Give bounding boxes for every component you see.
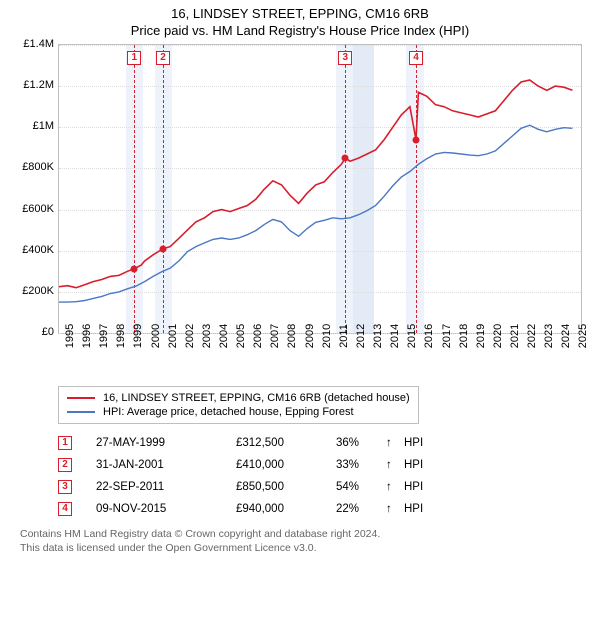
arrow-up-icon: ↑ [386, 459, 404, 471]
row-price: £850,500 [236, 481, 336, 493]
table-row: 1 27-MAY-1999£312,50036%↑HPI [58, 432, 590, 454]
legend-item: HPI: Average price, detached house, Eppi… [67, 405, 410, 419]
y-tick-label: £1.2M [23, 79, 54, 91]
table-row: 3 22-SEP-2011£850,50054%↑HPI [58, 476, 590, 498]
table-row: 4 09-NOV-2015£940,00022%↑HPI [58, 498, 590, 520]
legend: 16, LINDSEY STREET, EPPING, CM16 6RB (de… [58, 386, 419, 424]
row-price: £410,000 [236, 459, 336, 471]
arrow-up-icon: ↑ [386, 437, 404, 449]
line-series-svg [59, 45, 581, 333]
row-price: £312,500 [236, 437, 336, 449]
row-date: 27-MAY-1999 [96, 437, 236, 449]
series-property [59, 80, 572, 288]
chart-title: 16, LINDSEY STREET, EPPING, CM16 6RB [10, 6, 590, 21]
price-point [413, 136, 420, 143]
row-ref: HPI [404, 459, 423, 471]
y-tick-label: £200K [22, 285, 54, 297]
table-row: 2 31-JAN-2001£410,00033%↑HPI [58, 454, 590, 476]
transactions-table: 127-MAY-1999£312,50036%↑HPI231-JAN-2001£… [58, 432, 590, 520]
legend-label: HPI: Average price, detached house, Eppi… [103, 406, 354, 418]
price-point [131, 265, 138, 272]
row-date: 09-NOV-2015 [96, 503, 236, 515]
row-marker: 2 [58, 458, 72, 472]
row-marker: 3 [58, 480, 72, 494]
row-date: 22-SEP-2011 [96, 481, 236, 493]
y-tick-label: £0 [42, 326, 54, 338]
row-percent: 33% [336, 459, 386, 471]
row-percent: 22% [336, 503, 386, 515]
row-percent: 54% [336, 481, 386, 493]
y-tick-label: £1.4M [23, 38, 54, 50]
legend-item: 16, LINDSEY STREET, EPPING, CM16 6RB (de… [67, 391, 410, 405]
price-point [160, 245, 167, 252]
y-tick-label: £1M [33, 120, 54, 132]
arrow-up-icon: ↑ [386, 503, 404, 515]
footer-line-2: This data is licensed under the Open Gov… [20, 542, 590, 556]
x-axis: 1995199619971998199920002001200220032004… [58, 336, 582, 382]
legend-label: 16, LINDSEY STREET, EPPING, CM16 6RB (de… [103, 392, 410, 404]
legend-swatch [67, 411, 95, 413]
chart-title-block: 16, LINDSEY STREET, EPPING, CM16 6RB Pri… [10, 6, 590, 38]
footer: Contains HM Land Registry data © Crown c… [20, 528, 590, 555]
row-marker: 4 [58, 502, 72, 516]
plot-area: 1234 [58, 44, 582, 334]
row-ref: HPI [404, 503, 423, 515]
chart-area: £0£200K£400K£600K£800K£1M£1.2M£1.4M 1234… [10, 44, 590, 384]
y-tick-label: £400K [22, 244, 54, 256]
y-tick-label: £800K [22, 161, 54, 173]
legend-swatch [67, 397, 95, 399]
row-ref: HPI [404, 481, 423, 493]
arrow-up-icon: ↑ [386, 481, 404, 493]
price-point [342, 155, 349, 162]
y-tick-label: £600K [22, 203, 54, 215]
chart-subtitle: Price paid vs. HM Land Registry's House … [10, 23, 590, 38]
row-price: £940,000 [236, 503, 336, 515]
row-percent: 36% [336, 437, 386, 449]
y-axis: £0£200K£400K£600K£800K£1M£1.2M£1.4M [10, 44, 56, 334]
row-marker: 1 [58, 436, 72, 450]
footer-line-1: Contains HM Land Registry data © Crown c… [20, 528, 590, 542]
row-date: 31-JAN-2001 [96, 459, 236, 471]
row-ref: HPI [404, 437, 423, 449]
series-hpi [59, 125, 572, 302]
